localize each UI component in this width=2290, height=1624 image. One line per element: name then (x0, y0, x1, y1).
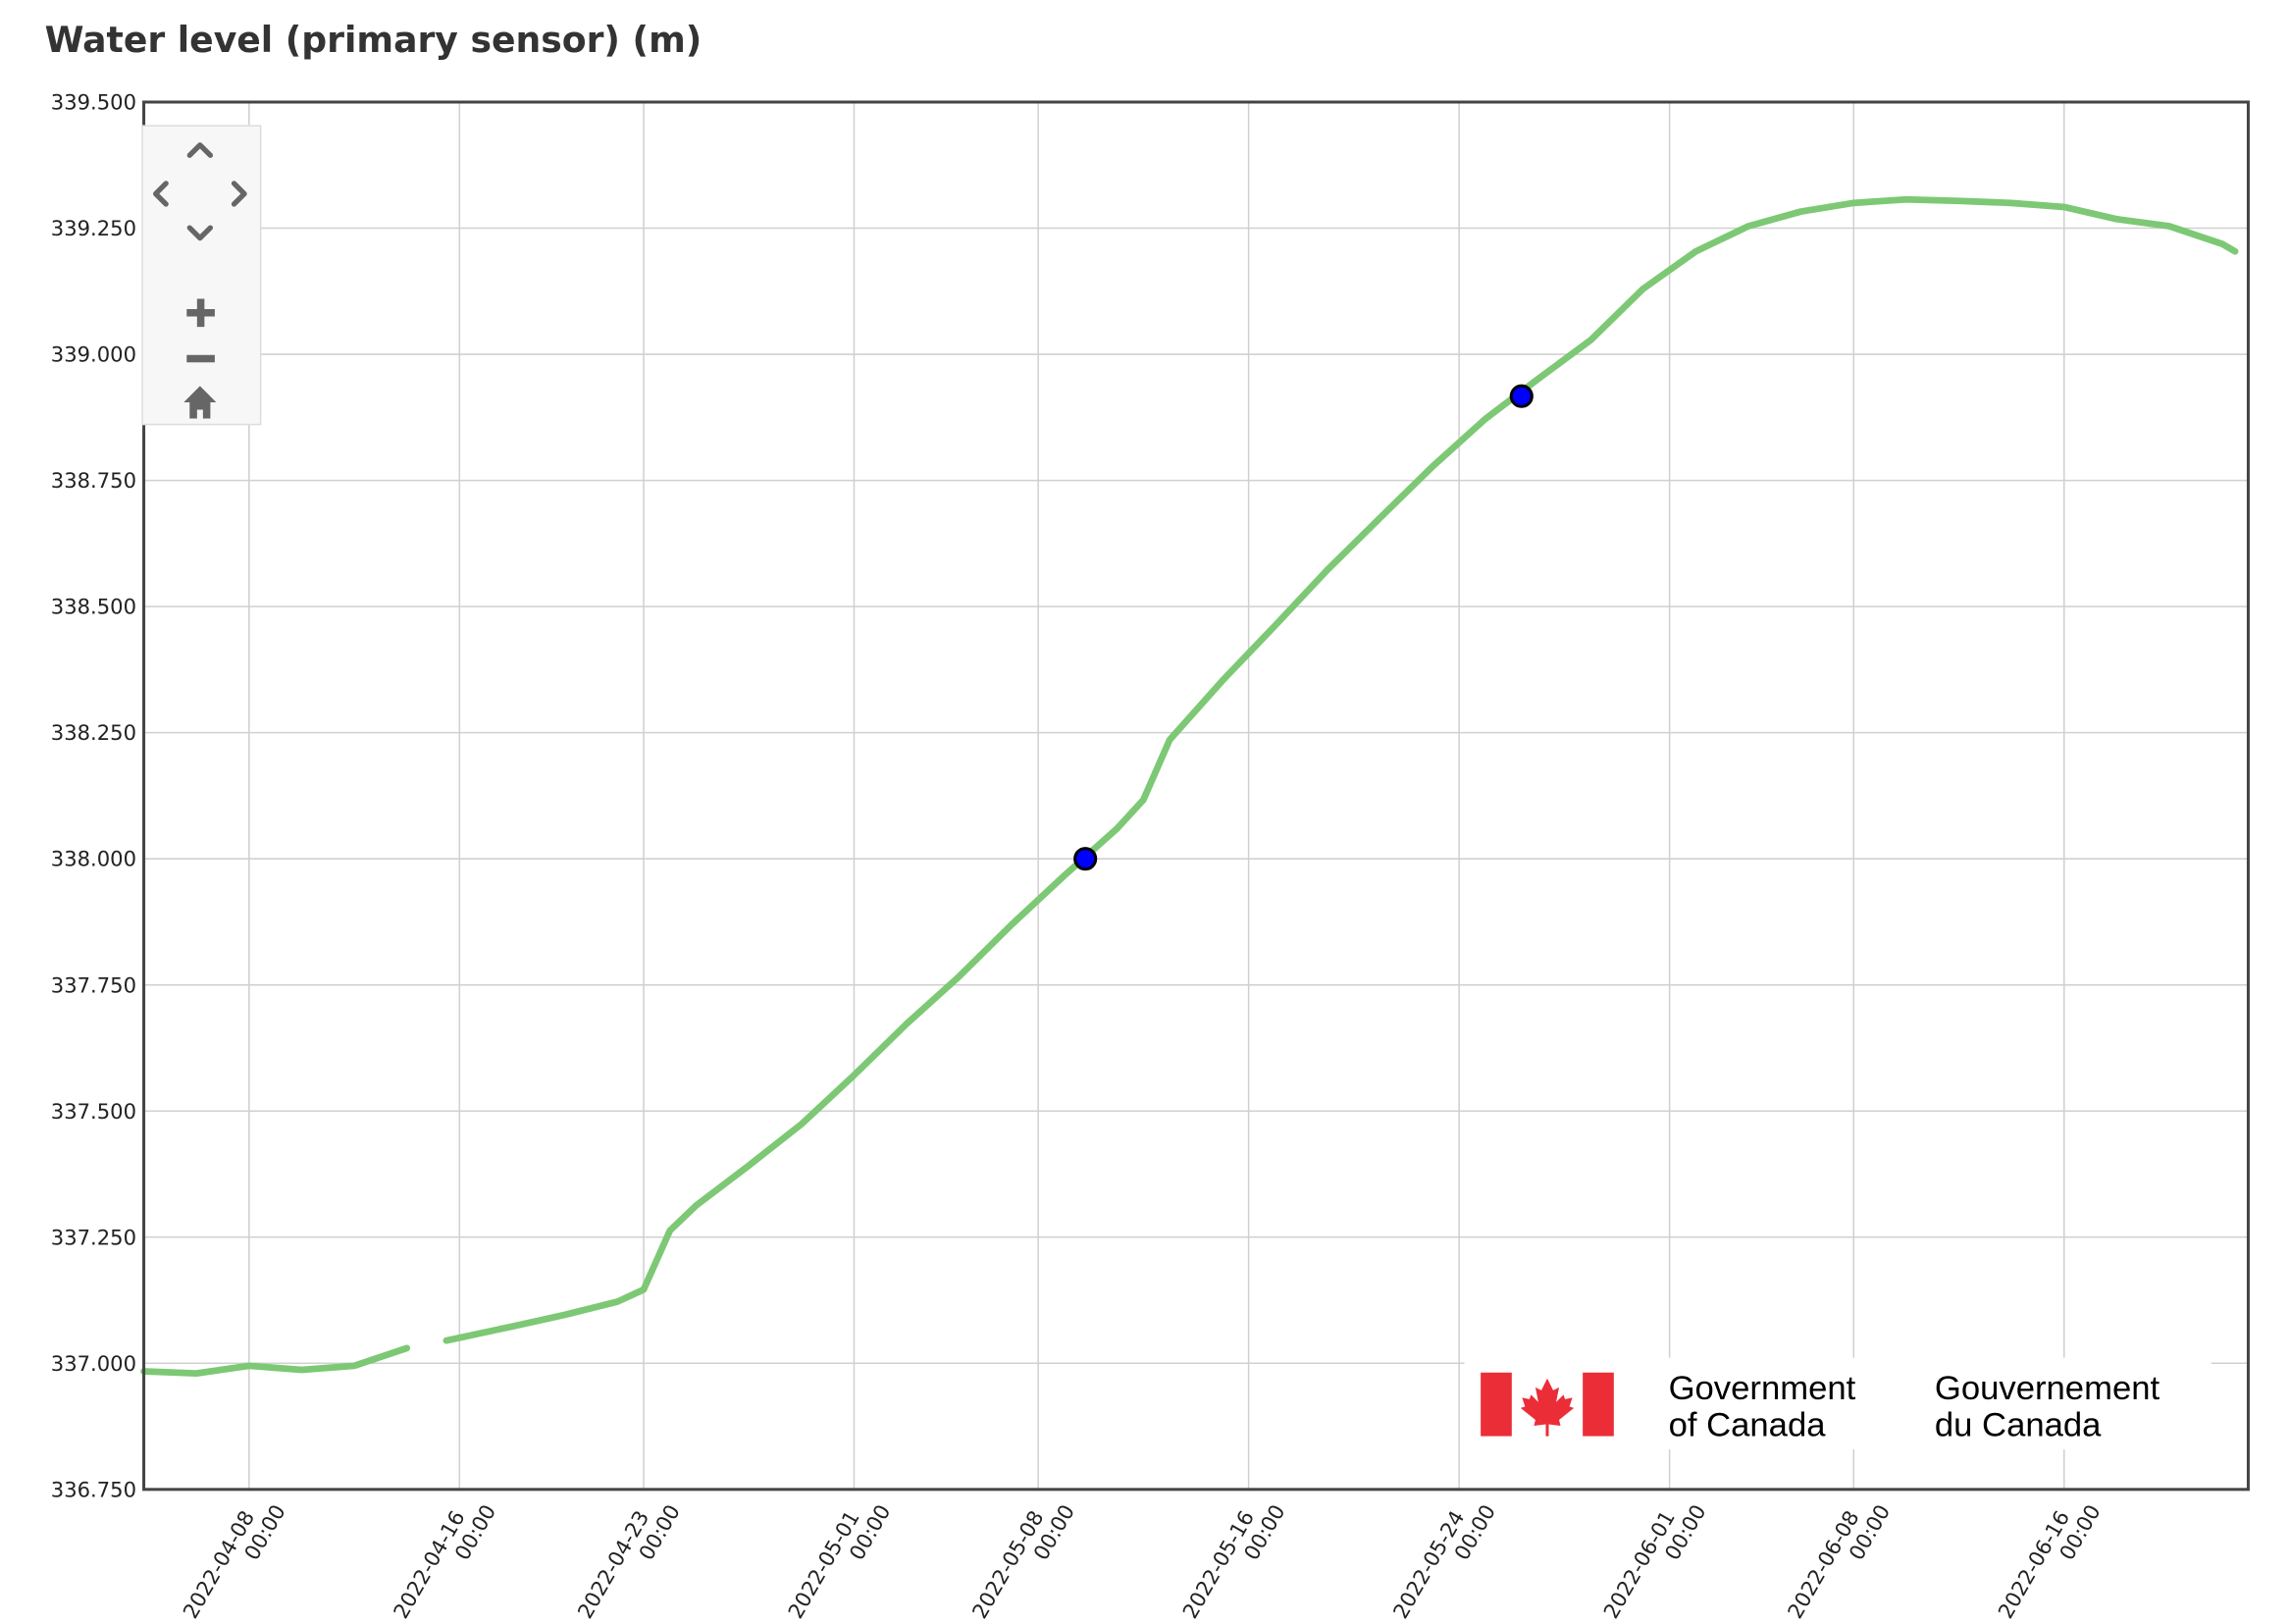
plot-border (142, 100, 2250, 1492)
logo-text: of Canada (1669, 1407, 1827, 1444)
data-layer (140, 195, 2239, 1377)
flag-bar (1481, 1372, 1512, 1437)
toolbar-panel (141, 125, 262, 426)
pan-right[interactable] (231, 181, 247, 207)
data-line (140, 195, 2239, 1377)
y-tick-label: 337.750 (51, 972, 136, 997)
y-tick-label: 338.000 (51, 847, 136, 871)
logo-text: Gouvernement (1935, 1370, 2160, 1407)
flag-bar (1583, 1372, 1614, 1437)
gov-logo: Government of Canada Gouvernement du Can… (1464, 1357, 2212, 1450)
nav-toolbar (141, 125, 262, 426)
maple-leaf (1520, 1378, 1575, 1437)
data-point (1509, 384, 1534, 408)
y-tick-label: 336.750 (51, 1477, 136, 1501)
y-tick-label: 337.000 (51, 1351, 136, 1376)
zoom-in[interactable] (186, 298, 215, 328)
chart-title: Water level (primary sensor) (m) (45, 19, 703, 61)
pan-left[interactable] (152, 181, 169, 207)
y-tick-label: 338.750 (51, 468, 136, 493)
grid (143, 101, 2249, 1491)
y-tick-label: 339.000 (51, 342, 136, 367)
y-tick-label: 339.500 (51, 90, 136, 115)
y-tick-label: 337.250 (51, 1225, 136, 1249)
logo-text: du Canada (1935, 1407, 2102, 1444)
pan-up[interactable] (186, 142, 214, 158)
y-tick-label: 338.250 (51, 720, 136, 745)
data-point (1073, 847, 1098, 871)
logo-text: Government (1669, 1370, 1856, 1407)
pan-down[interactable] (186, 225, 214, 241)
y-tick-label: 339.250 (51, 216, 136, 240)
zoom-out[interactable] (186, 354, 215, 363)
y-tick-label: 338.500 (51, 595, 136, 619)
y-tick-label: 337.500 (51, 1099, 136, 1124)
reset-home[interactable] (183, 386, 217, 419)
